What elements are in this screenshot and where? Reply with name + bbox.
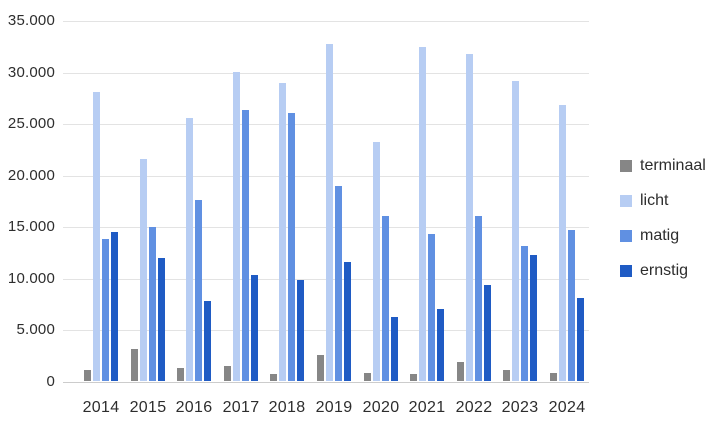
x-axis-label: 2018: [268, 399, 306, 416]
bar-group-2017: [224, 72, 258, 381]
x-axis-label: 2015: [129, 399, 167, 416]
legend-item-ernstig[interactable]: ernstig: [620, 259, 706, 283]
bar-terminaal-2024[interactable]: [550, 373, 557, 381]
bar-group-2016: [177, 118, 211, 381]
bar-ernstig-2014[interactable]: [111, 232, 118, 381]
y-axis-label: 20.000: [7, 167, 55, 184]
bar-ernstig-2015[interactable]: [158, 258, 165, 381]
bar-licht-2015[interactable]: [140, 159, 147, 381]
bar-ernstig-2020[interactable]: [391, 317, 398, 381]
bar-terminaal-2018[interactable]: [270, 374, 277, 381]
x-axis-label: 2023: [501, 399, 539, 416]
legend-swatch-icon: [620, 195, 632, 207]
bar-terminaal-2019[interactable]: [317, 355, 324, 381]
bar-matig-2016[interactable]: [195, 200, 202, 381]
bar-terminaal-2022[interactable]: [457, 362, 464, 381]
gridline: [63, 382, 589, 383]
legend-item-licht[interactable]: licht: [620, 189, 706, 213]
bar-ernstig-2016[interactable]: [204, 301, 211, 381]
bar-licht-2016[interactable]: [186, 118, 193, 381]
x-axis-label: 2022: [455, 399, 493, 416]
bar-licht-2017[interactable]: [233, 72, 240, 381]
y-axis-label: 5.000: [16, 321, 55, 338]
bar-terminaal-2014[interactable]: [84, 370, 91, 381]
bar-matig-2023[interactable]: [521, 246, 528, 381]
bar-ernstig-2024[interactable]: [577, 298, 584, 381]
plot-area: [63, 21, 589, 383]
bar-group-2020: [364, 142, 398, 381]
bar-terminaal-2017[interactable]: [224, 366, 231, 381]
bar-group-2022: [457, 54, 491, 381]
bar-group-2018: [270, 83, 304, 381]
legend-label: licht: [640, 192, 669, 209]
y-axis-label: 10.000: [7, 270, 55, 287]
bar-terminaal-2020[interactable]: [364, 373, 371, 381]
bar-terminaal-2021[interactable]: [410, 374, 417, 381]
x-axis-label: 2019: [315, 399, 353, 416]
bar-matig-2020[interactable]: [382, 216, 389, 381]
bar-ernstig-2019[interactable]: [344, 262, 351, 381]
bar-ernstig-2018[interactable]: [297, 280, 304, 381]
y-axis-label: 0: [46, 373, 55, 390]
y-axis-label: 35.000: [7, 12, 55, 29]
bar-matig-2017[interactable]: [242, 110, 249, 381]
legend-item-terminaal[interactable]: terminaal: [620, 154, 706, 178]
bar-group-2014: [84, 92, 118, 381]
x-axis-label: 2024: [548, 399, 586, 416]
bar-licht-2022[interactable]: [466, 54, 473, 381]
x-axis-label: 2016: [175, 399, 213, 416]
bar-terminaal-2023[interactable]: [503, 370, 510, 381]
y-axis-label: 30.000: [7, 64, 55, 81]
bar-matig-2018[interactable]: [288, 113, 295, 381]
bar-matig-2022[interactable]: [475, 216, 482, 381]
bar-ernstig-2023[interactable]: [530, 255, 537, 381]
bar-ernstig-2022[interactable]: [484, 285, 491, 381]
y-axis-label: 25.000: [7, 115, 55, 132]
bar-matig-2019[interactable]: [335, 186, 342, 381]
bar-matig-2021[interactable]: [428, 234, 435, 381]
bar-licht-2020[interactable]: [373, 142, 380, 381]
bar-group-2023: [503, 81, 537, 381]
bar-terminaal-2016[interactable]: [177, 368, 184, 381]
bar-ernstig-2021[interactable]: [437, 309, 444, 381]
x-axis-label: 2020: [362, 399, 400, 416]
gridline: [63, 21, 589, 22]
legend-swatch-icon: [620, 230, 632, 242]
bar-matig-2014[interactable]: [102, 239, 109, 381]
x-axis-label: 2014: [82, 399, 120, 416]
legend-swatch-icon: [620, 265, 632, 277]
bar-group-2021: [410, 47, 444, 381]
bar-ernstig-2017[interactable]: [251, 275, 258, 381]
legend-swatch-icon: [620, 160, 632, 172]
bar-licht-2019[interactable]: [326, 44, 333, 381]
bar-terminaal-2015[interactable]: [131, 349, 138, 381]
bar-matig-2024[interactable]: [568, 230, 575, 381]
x-axis-label: 2017: [222, 399, 260, 416]
bar-group-2015: [131, 159, 165, 381]
bar-licht-2021[interactable]: [419, 47, 426, 381]
bar-licht-2018[interactable]: [279, 83, 286, 381]
legend: terminaal licht matig ernstig: [620, 154, 706, 294]
bar-group-2019: [317, 44, 351, 381]
bar-matig-2015[interactable]: [149, 227, 156, 381]
legend-label: ernstig: [640, 262, 689, 279]
legend-label: terminaal: [640, 157, 706, 174]
bar-licht-2014[interactable]: [93, 92, 100, 381]
y-axis-label: 15.000: [7, 218, 55, 235]
x-axis-label: 2021: [408, 399, 446, 416]
bar-licht-2023[interactable]: [512, 81, 519, 381]
legend-item-matig[interactable]: matig: [620, 224, 706, 248]
legend-label: matig: [640, 227, 680, 244]
bar-group-2024: [550, 105, 584, 381]
bar-licht-2024[interactable]: [559, 105, 566, 381]
